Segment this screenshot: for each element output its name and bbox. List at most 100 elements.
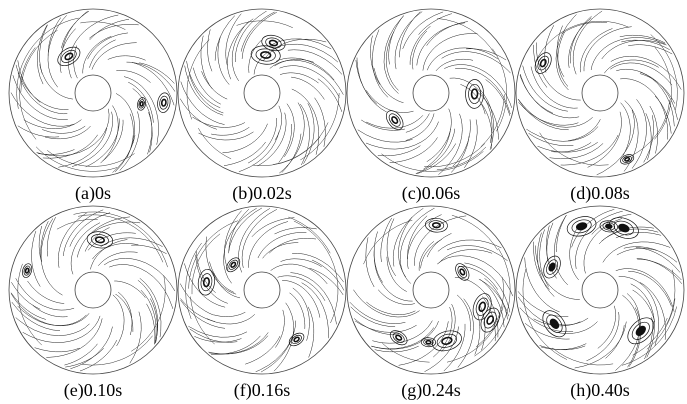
streamline xyxy=(395,12,422,70)
streamline xyxy=(181,300,225,328)
panel-caption: (d)0.08s xyxy=(570,183,630,204)
streamline xyxy=(312,260,344,290)
streamline xyxy=(37,25,47,84)
streamline xyxy=(47,217,56,256)
streamline xyxy=(372,30,388,98)
vortex xyxy=(576,222,587,231)
inner-hub xyxy=(75,75,111,111)
streamline xyxy=(529,133,574,145)
vortex xyxy=(25,268,29,273)
streamline xyxy=(90,19,129,40)
vortex xyxy=(391,116,399,124)
vortex xyxy=(426,341,431,344)
streamline xyxy=(227,19,253,79)
streamline xyxy=(384,16,404,94)
streamline xyxy=(475,312,480,354)
streamline xyxy=(65,348,104,367)
streamline xyxy=(114,281,145,298)
panel-caption: (a)0s xyxy=(75,183,111,204)
vortex xyxy=(388,328,410,348)
vortex xyxy=(395,334,402,341)
streamline xyxy=(127,114,133,157)
streamline xyxy=(425,327,459,372)
streamline xyxy=(139,63,174,84)
streamline xyxy=(621,103,631,156)
panel-caption: (c)0.06s xyxy=(402,183,460,204)
inner-hub xyxy=(413,75,449,111)
streamline xyxy=(633,290,655,322)
streamline-panel: (h)0.40s xyxy=(516,206,684,401)
streamline xyxy=(291,77,324,99)
vortex xyxy=(478,302,486,312)
streamline xyxy=(16,318,90,336)
vortex xyxy=(21,263,33,279)
streamline xyxy=(464,263,510,313)
streamline xyxy=(187,40,209,120)
vortex xyxy=(227,258,239,271)
streamline xyxy=(280,73,319,83)
streamline xyxy=(207,314,255,324)
panel-caption: (e)0.10s xyxy=(64,380,122,401)
streamline xyxy=(523,269,567,360)
vortex xyxy=(261,51,271,58)
streamline xyxy=(427,22,468,46)
streamline xyxy=(637,258,682,283)
streamline xyxy=(584,27,632,71)
streamline xyxy=(88,33,128,59)
streamline xyxy=(35,348,80,352)
streamline xyxy=(18,73,67,114)
page: {"figure": {"panels": [ {"caption": "(a)… xyxy=(0,0,687,404)
streamline xyxy=(381,218,392,262)
streamline-panel: (b)0.02s xyxy=(178,9,346,204)
streamline xyxy=(557,26,564,77)
streamline xyxy=(393,208,423,266)
panel-caption: (g)0.24s xyxy=(401,380,461,401)
streamline xyxy=(270,60,344,95)
streamline xyxy=(11,282,40,309)
streamline xyxy=(466,49,506,60)
vortex xyxy=(486,315,495,325)
streamline xyxy=(150,299,157,343)
streamline xyxy=(414,216,466,266)
streamline xyxy=(356,60,377,104)
streamline xyxy=(460,84,485,114)
streamline xyxy=(351,307,395,327)
streamline xyxy=(355,321,417,333)
streamline xyxy=(21,30,58,92)
streamline xyxy=(637,259,681,280)
streamline xyxy=(419,241,434,270)
streamline xyxy=(224,142,266,166)
streamline xyxy=(102,120,123,161)
vortex xyxy=(387,112,403,129)
streamline xyxy=(545,25,554,72)
streamline xyxy=(302,283,329,339)
streamline xyxy=(82,336,153,365)
vortex xyxy=(453,261,472,282)
streamline xyxy=(628,271,671,306)
streamline xyxy=(17,18,79,109)
streamline xyxy=(237,21,293,28)
streamline xyxy=(628,100,670,157)
streamline xyxy=(292,253,344,282)
streamline xyxy=(399,217,413,277)
streamline-panel: (f)0.16s xyxy=(178,206,346,401)
streamline xyxy=(604,60,658,73)
streamline xyxy=(92,243,138,259)
streamline xyxy=(48,18,61,56)
streamline xyxy=(288,50,342,75)
streamline xyxy=(617,248,657,255)
vortex xyxy=(383,107,407,132)
streamline xyxy=(616,269,674,312)
streamline xyxy=(439,250,493,264)
streamline xyxy=(640,72,678,120)
streamline xyxy=(180,299,215,322)
vortex xyxy=(635,325,647,337)
streamline xyxy=(20,48,37,140)
streamline xyxy=(229,209,249,252)
streamline xyxy=(406,114,430,133)
streamline xyxy=(452,215,498,250)
streamline xyxy=(424,143,485,166)
streamline xyxy=(41,221,49,262)
streamline xyxy=(438,114,462,175)
streamline xyxy=(63,210,103,256)
